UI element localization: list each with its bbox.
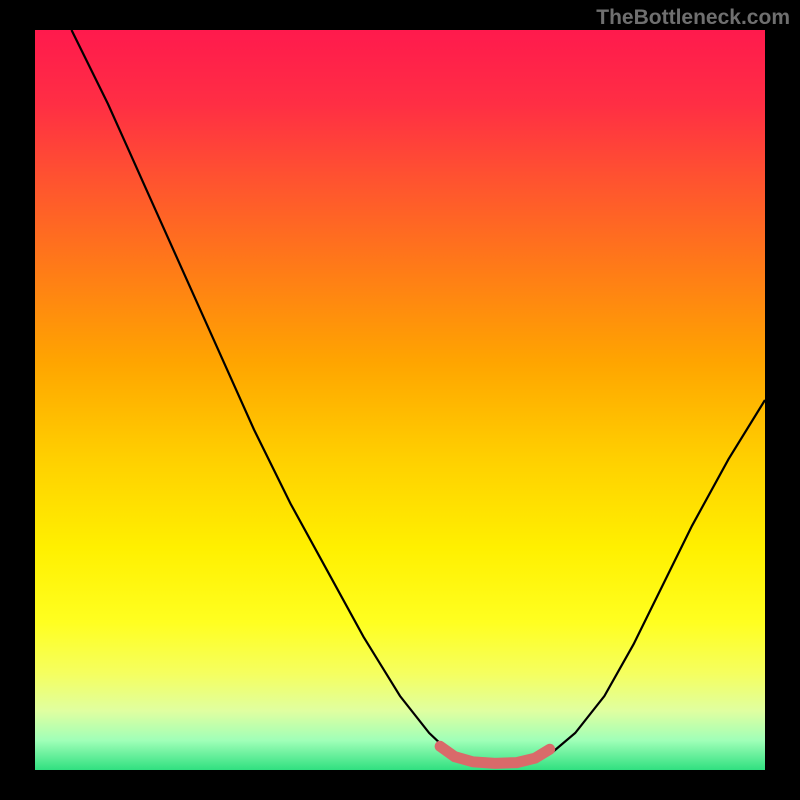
chart-container: { "watermark": { "text": "TheBottleneck.…	[0, 0, 800, 800]
highlight-curve	[440, 746, 550, 763]
main-curve	[72, 30, 766, 764]
watermark-text: TheBottleneck.com	[596, 6, 790, 30]
plot-area	[35, 30, 765, 770]
curves-layer	[35, 30, 765, 770]
